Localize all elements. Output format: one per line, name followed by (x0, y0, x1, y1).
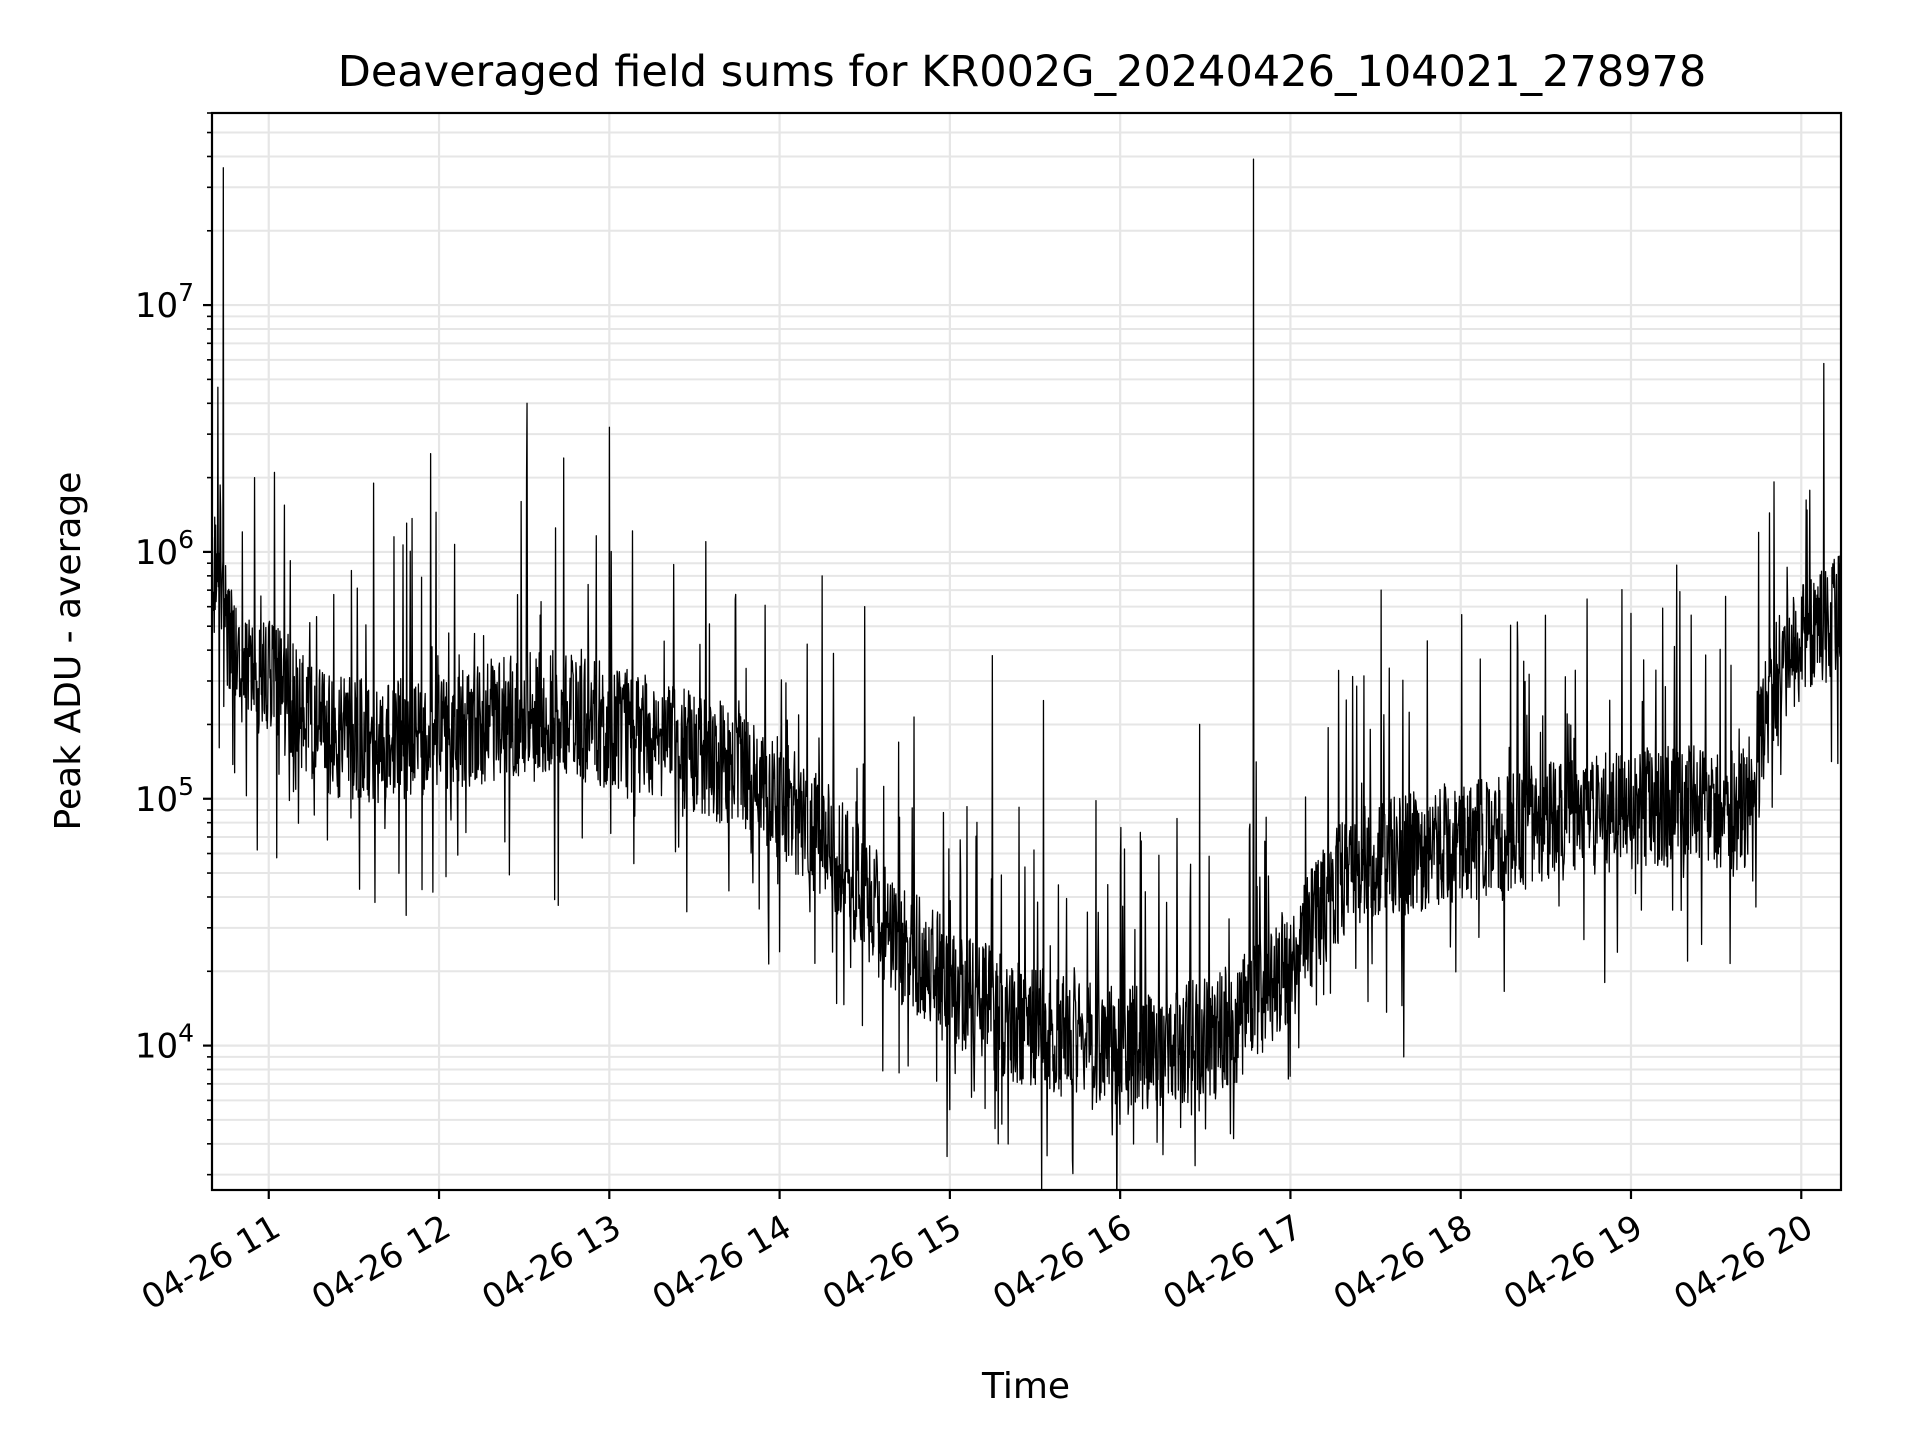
series-line (212, 158, 1841, 1190)
plot-area (212, 158, 1841, 1190)
x-axis-label: Time (981, 1366, 1070, 1407)
y-tick-label: 107 (135, 278, 194, 326)
y-tick-label: 105 (135, 772, 194, 820)
axes-frame (210, 111, 1843, 1192)
y-tick-label: 106 (135, 525, 194, 573)
y-axis: 104 105 106 107 (135, 112, 212, 1176)
y-tick-label: 104 (135, 1019, 194, 1067)
chart-title: Deaveraged field sums for KR002G_2024042… (338, 47, 1707, 97)
y-axis-label: Peak ADU - average (48, 472, 89, 831)
